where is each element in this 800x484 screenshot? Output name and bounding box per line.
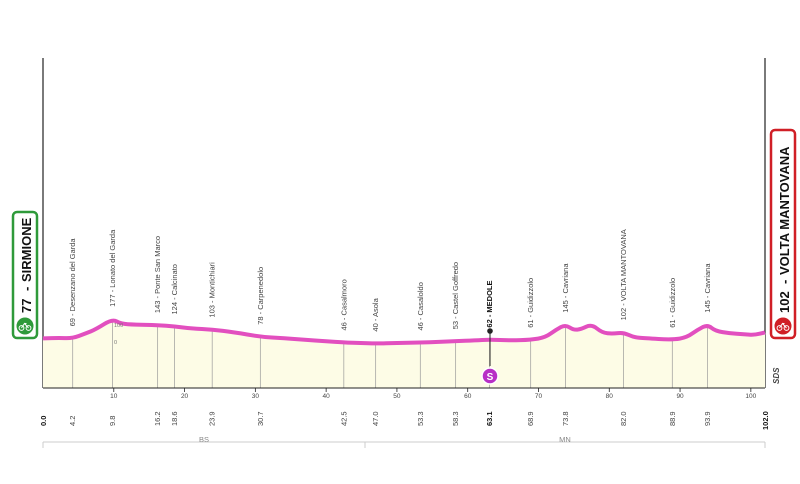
start-name: SIRMIONE	[19, 217, 34, 282]
point-label: 53 - Castel Goffredo	[451, 262, 460, 329]
point-label: 143 - Ponte San Marco	[153, 236, 162, 313]
finish-badge: 102 - VOLTA MANTOVANA	[769, 128, 797, 340]
km-tick-label: 70	[535, 393, 543, 400]
point-label: 78 - Carpenedolo	[256, 267, 265, 325]
point-label: 103 - Montichiari	[208, 262, 217, 318]
point-km-label: 82.0	[619, 411, 628, 426]
point-km-label: 23.9	[208, 411, 217, 426]
finish-name: VOLTA MANTOVANA	[777, 146, 792, 275]
point-label: 177 - Lonato del Garda	[108, 229, 117, 307]
start-number: 77	[19, 299, 34, 313]
km-tick-label: 30	[252, 393, 260, 400]
province-bracket-bs	[42, 441, 366, 448]
point-km-label: 9.8	[108, 416, 117, 426]
point-km-label: 63.1	[485, 411, 494, 426]
finish-dash: -	[777, 280, 792, 284]
sds-logo: SDS	[772, 367, 781, 384]
point-label: 61 - Guidizzolo	[526, 278, 535, 328]
point-label: 102 - VOLTA MANTOVANA	[619, 229, 628, 320]
km-tick-label: 60	[464, 393, 472, 400]
km-tick-label: 90	[676, 393, 684, 400]
altitude-0-label: 0	[114, 340, 117, 346]
sprint-icon-label: S	[487, 372, 494, 383]
point-label: 61 - Guidizzolo	[668, 278, 677, 328]
finish-bike-icon	[773, 316, 793, 336]
profile-area	[43, 320, 765, 388]
point-km-label: 30.7	[256, 411, 265, 426]
finish-number: 102	[777, 291, 792, 313]
axis-start-label: 0.0	[39, 416, 48, 426]
point-km-label: 47.0	[371, 411, 380, 426]
start-dash: -	[19, 287, 34, 291]
point-km-label: 58.3	[451, 411, 460, 426]
point-km-label: 93.9	[703, 411, 712, 426]
province-label-mn: MN	[559, 435, 571, 444]
km-tick-label: 20	[181, 393, 189, 400]
point-km-label: 16.2	[153, 411, 162, 426]
start-badge: 77 - SIRMIONE	[11, 210, 39, 340]
km-ticks: 10 20 30 40 50 60 70 80 90 100	[110, 388, 757, 400]
km-tick-label: 100	[745, 393, 756, 400]
axis-end-label: 102.0	[761, 411, 770, 430]
point-km-label: 53.3	[416, 411, 425, 426]
km-tick-label: 10	[110, 393, 118, 400]
profile-line	[42, 318, 766, 346]
sprint-icon	[481, 367, 499, 385]
point-labels: 69 - Desenzano del Garda 177 - Lonato del…	[68, 229, 712, 332]
point-km-label: 18.6	[170, 411, 179, 426]
point-label: 46 - Casalmoro	[339, 279, 348, 330]
province-label-bs: BS	[199, 435, 209, 444]
sprint-dot	[487, 328, 493, 334]
point-label: 62 - MEDOLE	[485, 281, 494, 328]
altitude-100-label: 100	[114, 323, 123, 329]
point-label: 69 - Desenzano del Garda	[68, 238, 77, 327]
point-label: 145 - Cavriana	[561, 263, 570, 313]
start-bike-icon	[15, 316, 35, 336]
point-label: 46 - Casaloldo	[416, 282, 425, 330]
point-label: 40 - Asola	[371, 297, 380, 331]
km-tick-label: 50	[393, 393, 401, 400]
point-km-label: 4.2	[68, 416, 77, 426]
point-label: 124 - Calcinato	[170, 264, 179, 314]
point-label: 145 - Cavriana	[703, 263, 712, 313]
point-km-label: 73.8	[561, 411, 570, 426]
km-tick-label: 80	[606, 393, 614, 400]
km-tick-label: 40	[323, 393, 331, 400]
km-labels: 4.2 9.8 16.2 18.6 23.9 30.7 42.5 47.0 53.3 58.3 63…	[68, 411, 712, 426]
point-km-label: 68.9	[526, 411, 535, 426]
point-km-label: 42.5	[339, 411, 348, 426]
province-bracket-mn	[365, 441, 766, 448]
point-km-label: 88.9	[668, 411, 677, 426]
